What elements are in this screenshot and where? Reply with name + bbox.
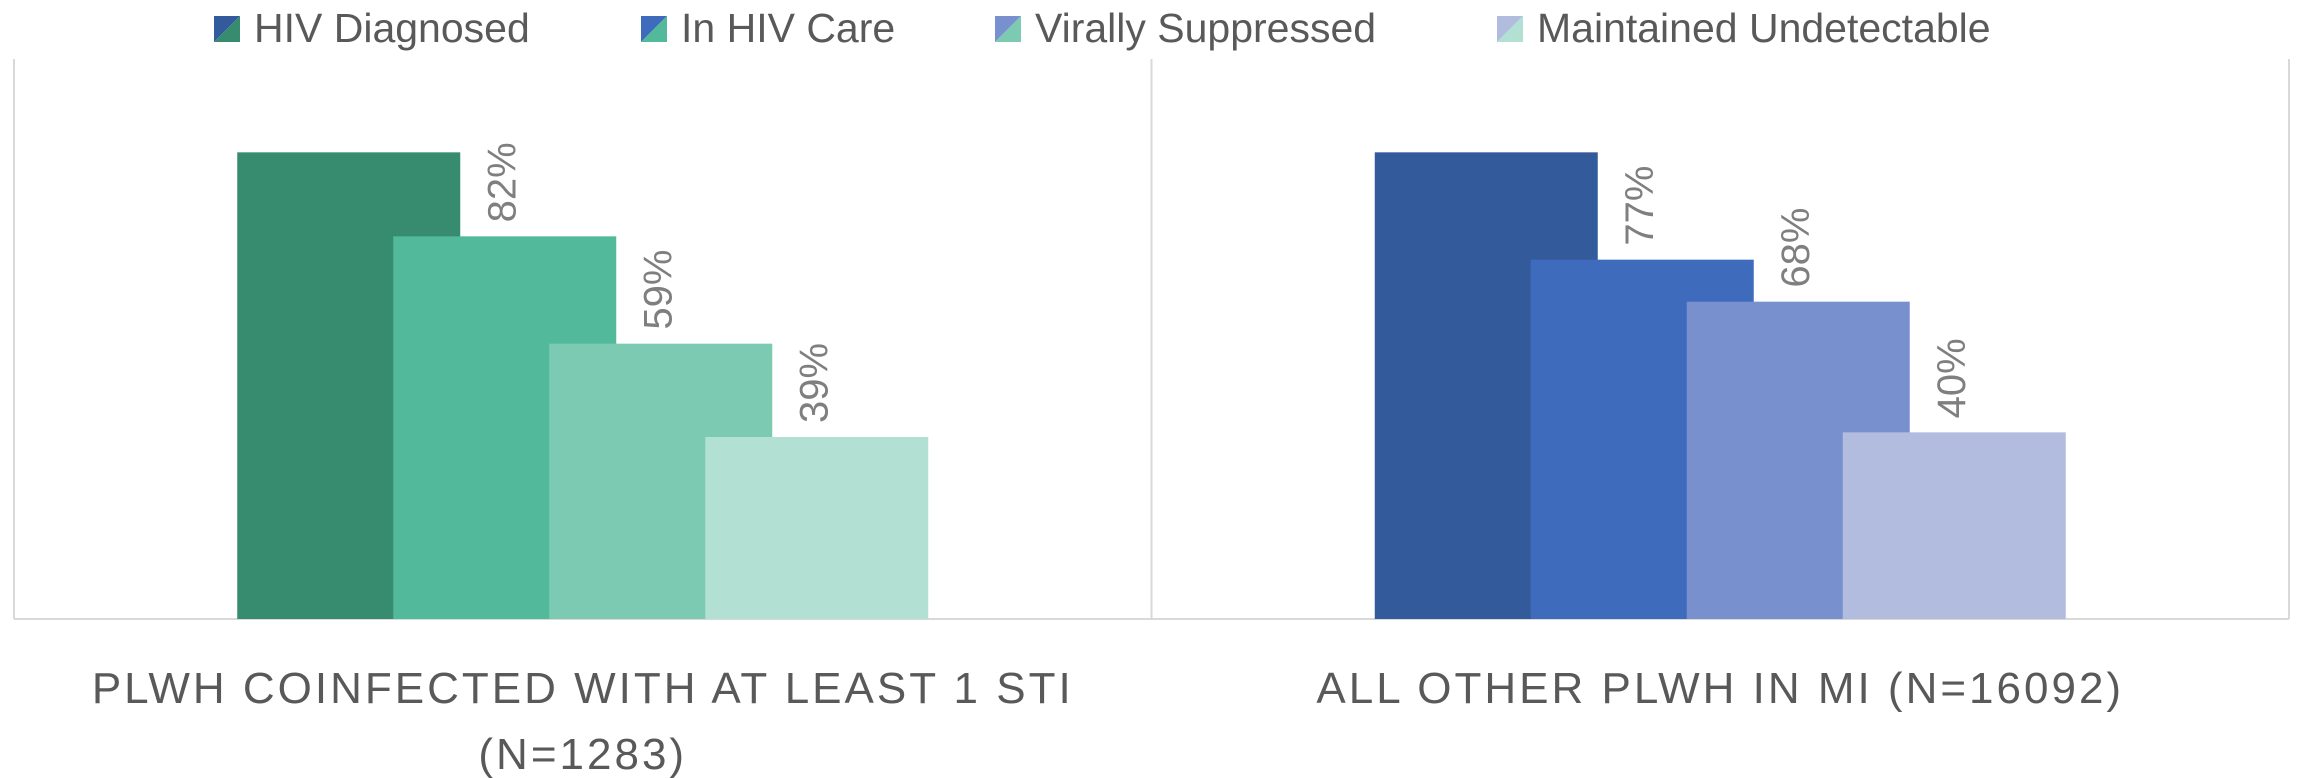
data-label: 68% xyxy=(1774,208,1818,288)
legend-label: Maintained Undetectable xyxy=(1537,5,1991,51)
legend-swatch xyxy=(214,16,240,42)
x-tick-label: ALL OTHER PLWH IN MI (N=16092) xyxy=(1316,664,2125,713)
legend-label: In HIV Care xyxy=(681,5,895,51)
data-label: 77% xyxy=(1618,166,1662,246)
legend-swatch xyxy=(641,16,667,42)
legend-label: Virally Suppressed xyxy=(1035,5,1376,51)
legend-swatch xyxy=(995,16,1021,42)
x-tick-label: PLWH COINFECTED WITH AT LEAST 1 STI (N=1… xyxy=(91,664,1074,778)
data-label: 40% xyxy=(1930,338,1974,418)
data-label: 59% xyxy=(636,250,680,330)
legend-label: HIV Diagnosed xyxy=(254,5,530,51)
bar xyxy=(1842,432,2066,619)
data-label: 39% xyxy=(792,343,836,423)
data-label: 82% xyxy=(480,142,524,222)
legend-swatch xyxy=(1497,16,1523,42)
bar xyxy=(705,437,929,619)
